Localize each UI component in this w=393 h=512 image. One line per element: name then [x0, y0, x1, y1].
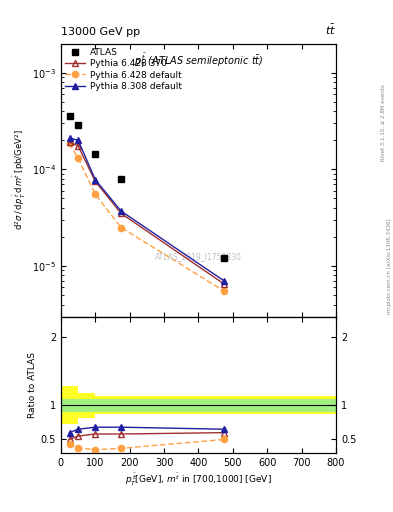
ATLAS [67, 113, 72, 119]
Pythia 8.308 default [76, 137, 81, 143]
Pythia 8.308 default [93, 177, 97, 183]
Legend: ATLAS, Pythia 6.428 370, Pythia 6.428 default, Pythia 8.308 default: ATLAS, Pythia 6.428 370, Pythia 6.428 de… [64, 46, 184, 93]
Text: Rivet 3.1.10, ≥ 2.8M events: Rivet 3.1.10, ≥ 2.8M events [381, 84, 386, 161]
Text: $p_T^{\,\bar{t}}$ (ATLAS semileptonic $t\bar{t}$): $p_T^{\,\bar{t}}$ (ATLAS semileptonic $t… [134, 52, 263, 70]
Text: ATLAS_2019_I1750330: ATLAS_2019_I1750330 [155, 252, 242, 261]
Pythia 6.428 default [76, 155, 81, 161]
ATLAS [93, 151, 97, 157]
ATLAS [222, 255, 227, 262]
Pythia 8.308 default [119, 208, 123, 214]
Pythia 6.428 370 [76, 143, 81, 149]
Pythia 8.308 default [67, 135, 72, 141]
Text: 13000 GeV pp: 13000 GeV pp [61, 27, 140, 37]
Pythia 8.308 default [222, 278, 227, 284]
ATLAS [119, 176, 123, 182]
Pythia 6.428 370 [222, 281, 227, 287]
Text: mcplots.cern.ch [arXiv:1306.3436]: mcplots.cern.ch [arXiv:1306.3436] [387, 219, 391, 314]
Y-axis label: Ratio to ATLAS: Ratio to ATLAS [28, 352, 37, 418]
X-axis label: $p_T^{\,\bar{t}}$[GeV], $m^{\bar{t}}$ in [700,1000] [GeV]: $p_T^{\,\bar{t}}$[GeV], $m^{\bar{t}}$ in… [125, 472, 272, 488]
Pythia 6.428 default [119, 224, 123, 230]
ATLAS [76, 121, 81, 127]
Pythia 6.428 370 [67, 139, 72, 145]
Pythia 6.428 default [93, 191, 97, 198]
Pythia 6.428 370 [119, 210, 123, 217]
Pythia 6.428 default [222, 288, 227, 294]
Pythia 6.428 370 [93, 178, 97, 184]
Pythia 6.428 default [67, 140, 72, 146]
Y-axis label: $\mathrm{d}^2\sigma\,/\,\mathrm{d}\,p_T^{\,\bar{t}}\,\mathrm{d}\,m^{\bar{t}}$ [p: $\mathrm{d}^2\sigma\,/\,\mathrm{d}\,p_T^… [11, 130, 28, 230]
Line: Pythia 6.428 default: Pythia 6.428 default [66, 140, 228, 294]
Line: ATLAS: ATLAS [66, 113, 228, 262]
Text: $t\bar{t}$: $t\bar{t}$ [325, 23, 336, 37]
Line: Pythia 8.308 default: Pythia 8.308 default [66, 135, 228, 284]
Line: Pythia 6.428 370: Pythia 6.428 370 [66, 139, 228, 287]
